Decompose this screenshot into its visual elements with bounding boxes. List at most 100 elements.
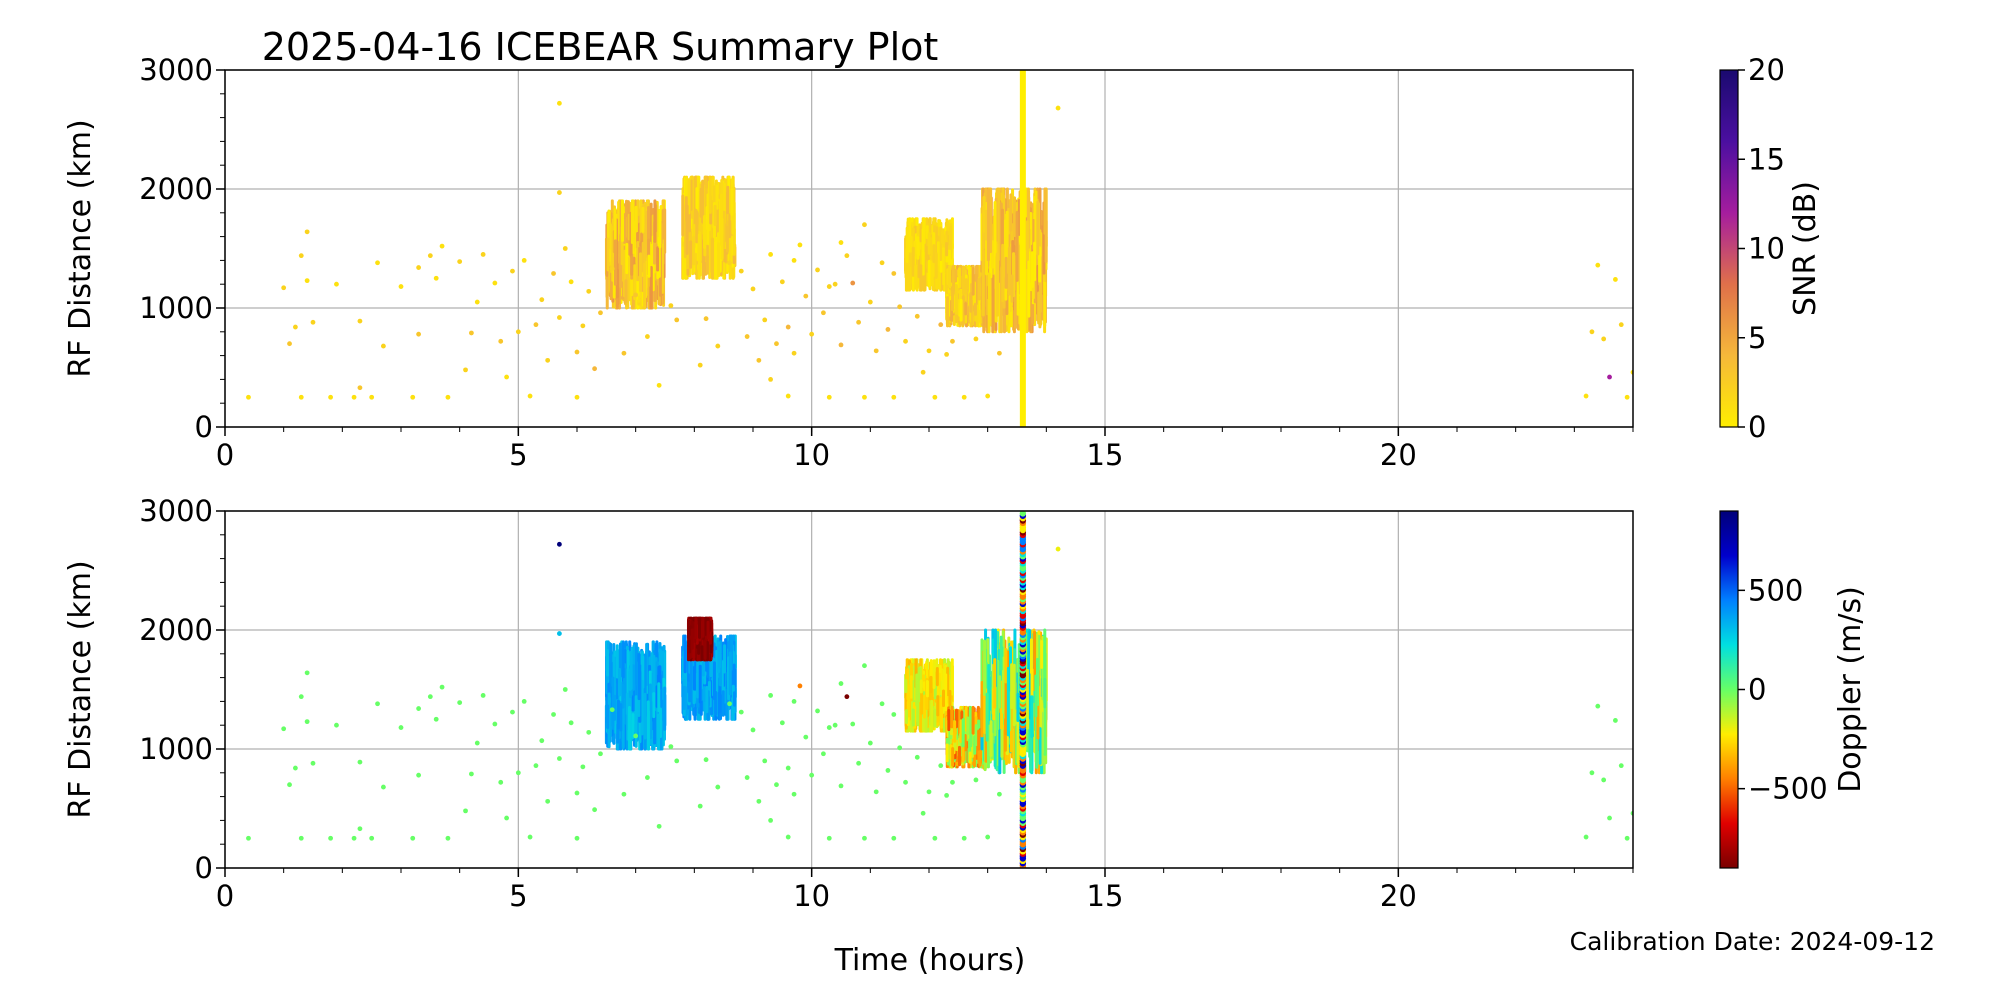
data-point xyxy=(334,281,339,287)
data-point xyxy=(838,342,844,348)
data-point xyxy=(674,317,680,323)
data-point xyxy=(1055,105,1061,111)
data-point xyxy=(844,253,850,259)
data-point xyxy=(557,100,562,106)
data-point xyxy=(410,394,416,400)
data-point xyxy=(897,304,903,310)
data-point xyxy=(950,338,955,344)
x-tick-label: 10 xyxy=(793,438,830,472)
y-tick-label: 3000 xyxy=(139,53,213,87)
data-point xyxy=(856,319,861,325)
echo-cluster xyxy=(604,199,667,310)
data-point xyxy=(439,243,445,249)
data-point xyxy=(885,327,891,332)
snr-panel: 0 5 10 15 20 0 1000 2000 3000 RF Distance (km) xyxy=(63,53,1634,472)
data-point xyxy=(598,310,603,316)
data-point xyxy=(521,258,527,263)
data-point xyxy=(715,343,721,349)
data-point xyxy=(281,726,287,732)
data-point xyxy=(287,782,292,788)
data-point xyxy=(961,394,967,400)
data-point xyxy=(774,341,779,347)
data-point xyxy=(756,357,762,363)
data-point xyxy=(287,341,292,347)
data-point xyxy=(703,316,709,322)
data-point xyxy=(920,369,926,375)
data-point xyxy=(697,362,703,368)
data-point xyxy=(838,240,844,245)
data-point xyxy=(533,322,539,328)
scatter-points xyxy=(246,100,1633,400)
data-point xyxy=(474,299,480,305)
data-point xyxy=(369,394,375,400)
data-point xyxy=(580,323,586,329)
streak-point xyxy=(1019,511,1027,517)
data-point xyxy=(727,260,732,266)
data-point xyxy=(281,285,287,291)
data-point xyxy=(310,319,316,325)
data-point xyxy=(351,394,357,400)
data-point xyxy=(744,334,750,339)
data-point xyxy=(527,393,533,399)
scatter-points xyxy=(246,541,1633,841)
data-point xyxy=(1607,374,1612,380)
data-point xyxy=(903,338,908,344)
echo-cluster xyxy=(945,264,989,328)
echo-cluster xyxy=(980,187,1048,334)
data-point xyxy=(551,271,556,276)
data-point xyxy=(304,670,310,676)
data-point xyxy=(738,268,744,274)
data-point xyxy=(1601,336,1607,342)
data-point xyxy=(304,229,310,235)
data-point xyxy=(891,271,897,276)
data-point xyxy=(926,348,932,354)
y-axis-label: RF Distance (km) xyxy=(63,119,98,377)
data-point xyxy=(398,284,404,289)
data-point xyxy=(416,265,421,270)
data-point xyxy=(480,252,486,257)
echo-cluster xyxy=(980,628,1048,775)
data-point xyxy=(1613,277,1618,282)
data-point xyxy=(510,268,515,274)
data-point xyxy=(997,350,1002,356)
data-point xyxy=(985,393,991,399)
data-point xyxy=(1583,393,1589,399)
data-point xyxy=(574,394,580,400)
data-point xyxy=(298,835,304,841)
data-point xyxy=(973,336,979,342)
data-point xyxy=(821,310,826,316)
data-point xyxy=(809,331,815,337)
data-point xyxy=(645,334,650,339)
data-point xyxy=(768,377,773,382)
data-point xyxy=(562,246,568,251)
data-point xyxy=(492,280,498,286)
data-point xyxy=(867,299,873,305)
data-point xyxy=(797,242,803,248)
data-point xyxy=(433,275,439,281)
data-point xyxy=(427,253,433,259)
y-tick-label: 1000 xyxy=(139,291,213,325)
data-point xyxy=(357,385,363,391)
data-point xyxy=(791,258,797,263)
data-point xyxy=(357,318,363,324)
data-point xyxy=(592,366,597,372)
data-point xyxy=(304,278,310,284)
data-point xyxy=(375,260,380,266)
echo-cluster xyxy=(904,217,954,292)
data-point xyxy=(298,253,304,259)
data-point xyxy=(826,394,832,400)
data-point xyxy=(803,293,809,299)
data-point xyxy=(815,267,820,273)
data-point xyxy=(826,284,832,289)
vertical-streak xyxy=(1019,511,1027,868)
data-point xyxy=(762,317,768,323)
data-point xyxy=(504,374,509,380)
data-point xyxy=(633,292,639,298)
data-point xyxy=(1595,262,1601,268)
data-layer xyxy=(246,70,1633,427)
data-point xyxy=(668,303,674,309)
data-point xyxy=(768,252,773,257)
data-point xyxy=(574,349,580,355)
